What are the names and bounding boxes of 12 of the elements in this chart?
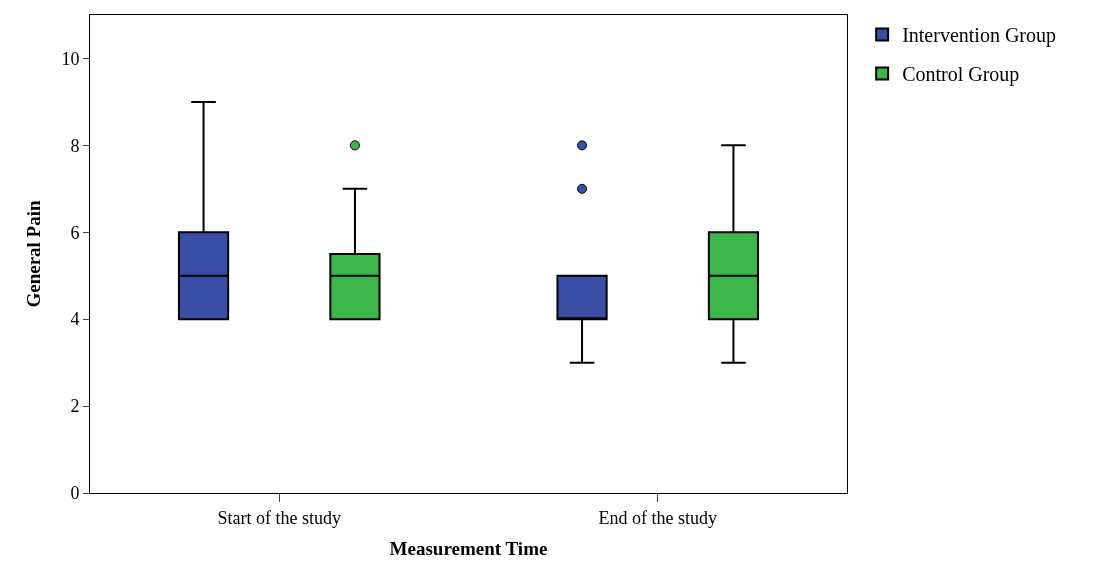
x-tick-label: End of the study	[598, 507, 717, 528]
y-tick-label: 10	[61, 48, 80, 69]
y-axis-title: General Pain	[23, 200, 45, 308]
y-tick-label: 6	[70, 222, 80, 243]
x-tick-label: Start of the study	[217, 507, 341, 528]
y-tick-label: 2	[70, 396, 80, 417]
legend-label: Control Group	[902, 63, 1020, 87]
legend-label: Intervention Group	[902, 24, 1056, 48]
x-axis-title: Measurement Time	[389, 538, 548, 560]
y-tick-label: 0	[70, 483, 80, 504]
y-tick-label: 8	[70, 135, 80, 156]
y-tick-label: 4	[70, 309, 80, 330]
